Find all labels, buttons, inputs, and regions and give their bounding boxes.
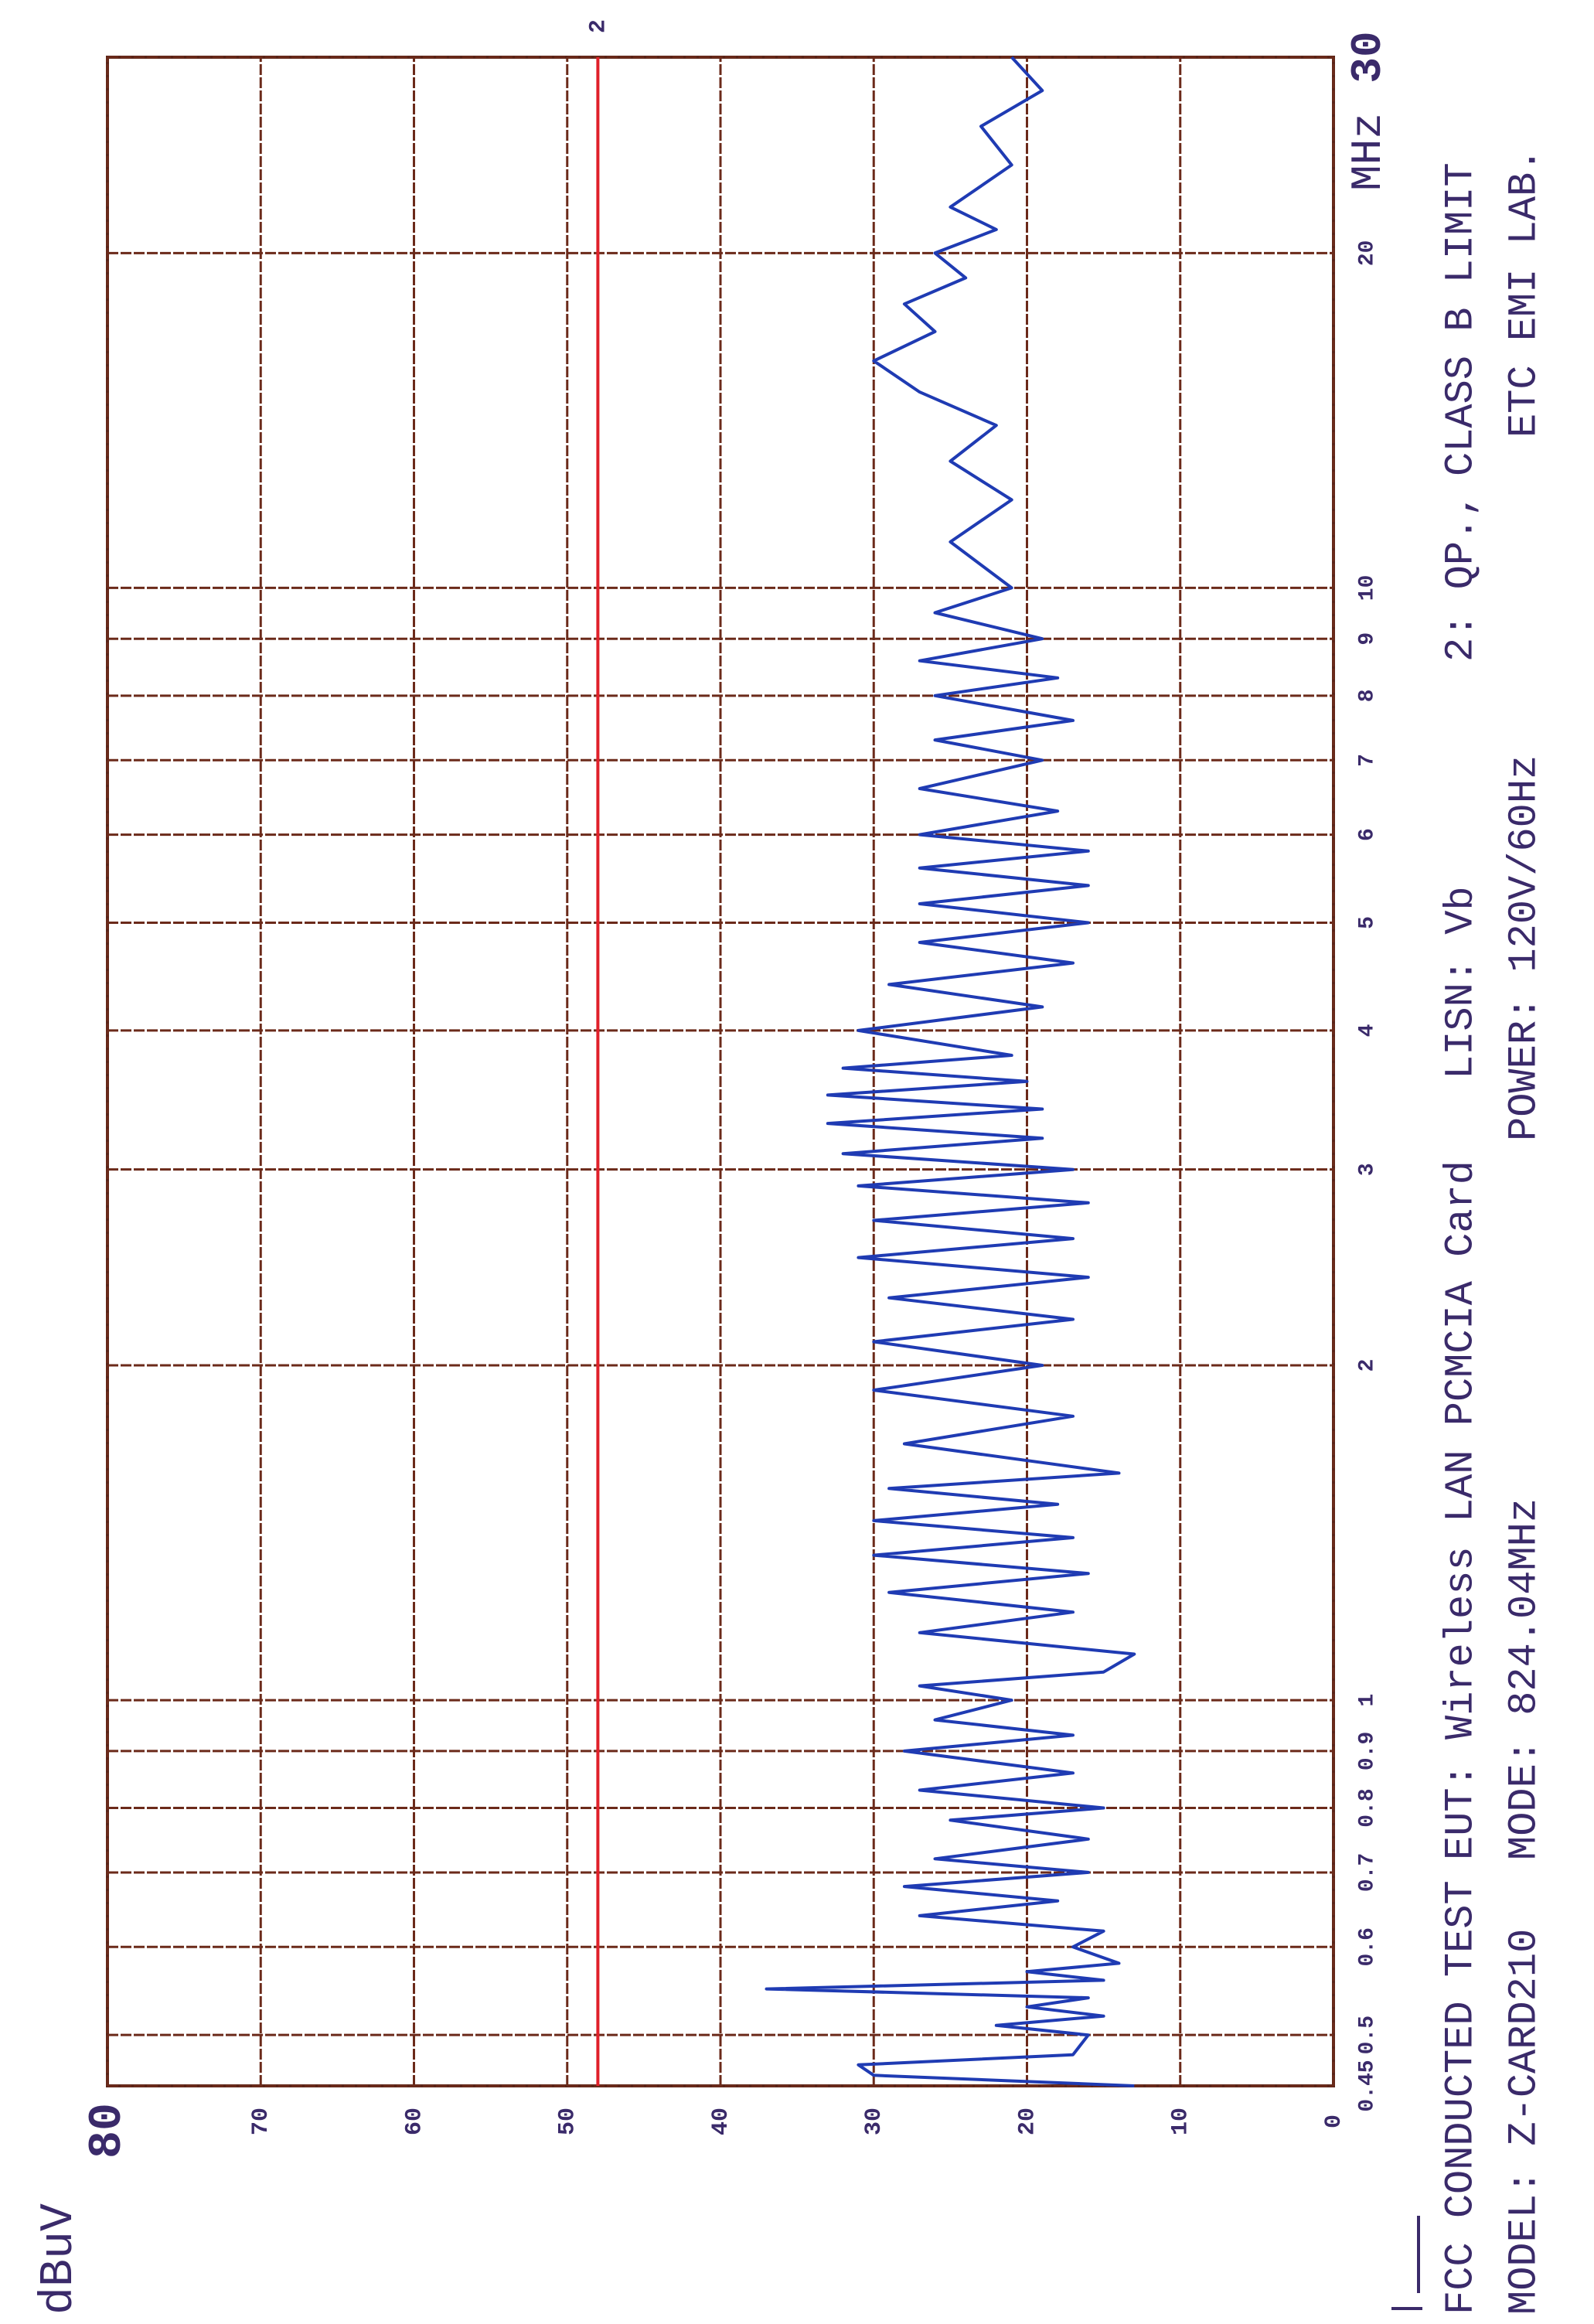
y-tick-label: 70 bbox=[248, 2108, 274, 2135]
x-tick-label: 7 bbox=[1355, 754, 1379, 767]
x-tick-label: 0.5 bbox=[1355, 2016, 1379, 2054]
x-tick-label: 0.45 bbox=[1355, 2060, 1379, 2111]
x-tick-label: 1 bbox=[1355, 1694, 1379, 1707]
rotated-chart: dBuV MHz 0 10 20 30 40 50 60 70 80 0.45 0.5 0.6 0.7 0… bbox=[33, 19, 1548, 2315]
x-tick-label: 2 bbox=[1355, 1359, 1379, 1372]
annotation: MODEL: Z-CARD210 bbox=[1502, 1929, 1548, 2315]
y-tick-label: 40 bbox=[708, 2108, 734, 2135]
x-tick-label: 4 bbox=[1355, 1024, 1379, 1038]
x-tick-label: 0.6 bbox=[1355, 1927, 1379, 1966]
x-tick-label: 0.9 bbox=[1355, 1732, 1379, 1770]
x-tick-label: 5 bbox=[1355, 916, 1379, 929]
x-tick-label: 30 bbox=[1344, 31, 1393, 83]
x-tick-label: 9 bbox=[1355, 632, 1379, 646]
y-tick-label: 20 bbox=[1014, 2108, 1041, 2135]
annotation: EUT: Wireless LAN PCMCIA Card bbox=[1439, 1160, 1484, 1860]
annotation: MODE: 824.04MHz bbox=[1502, 1498, 1548, 1860]
y-tick-label: 0 bbox=[1321, 2114, 1347, 2128]
x-axis-label: MHz bbox=[1344, 113, 1393, 191]
annotation: FCC CONDUCTED TEST bbox=[1439, 1880, 1484, 2315]
limit-label: 2 bbox=[585, 19, 611, 33]
data-line bbox=[765, 56, 1136, 2087]
x-tick-label: 10 bbox=[1355, 575, 1379, 601]
y-axis-label: dBuV bbox=[33, 2203, 86, 2315]
x-tick-label: 3 bbox=[1355, 1163, 1379, 1176]
x-tick-label: 0.7 bbox=[1355, 1853, 1379, 1892]
x-tick-label: 0.8 bbox=[1355, 1788, 1379, 1827]
annotation: 2: QP., bbox=[1439, 493, 1484, 662]
annotation: ETC EMI LAB. bbox=[1502, 148, 1548, 438]
y-tick-label: 60 bbox=[401, 2108, 427, 2135]
y-tick-label: 10 bbox=[1168, 2108, 1194, 2135]
x-tick-label: 20 bbox=[1355, 240, 1379, 267]
y-tick-label: 30 bbox=[861, 2108, 887, 2135]
y-tick-label: 50 bbox=[555, 2108, 581, 2135]
annotation: CLASS B LIMIT bbox=[1439, 162, 1484, 476]
y-tick-label: 80 bbox=[82, 2103, 135, 2159]
x-tick-label: 6 bbox=[1355, 828, 1379, 841]
x-tick-label: 8 bbox=[1355, 689, 1379, 702]
annotation: LISN: Vb bbox=[1439, 886, 1484, 1079]
annotation: POWER: 120V/60Hz bbox=[1502, 755, 1548, 1141]
